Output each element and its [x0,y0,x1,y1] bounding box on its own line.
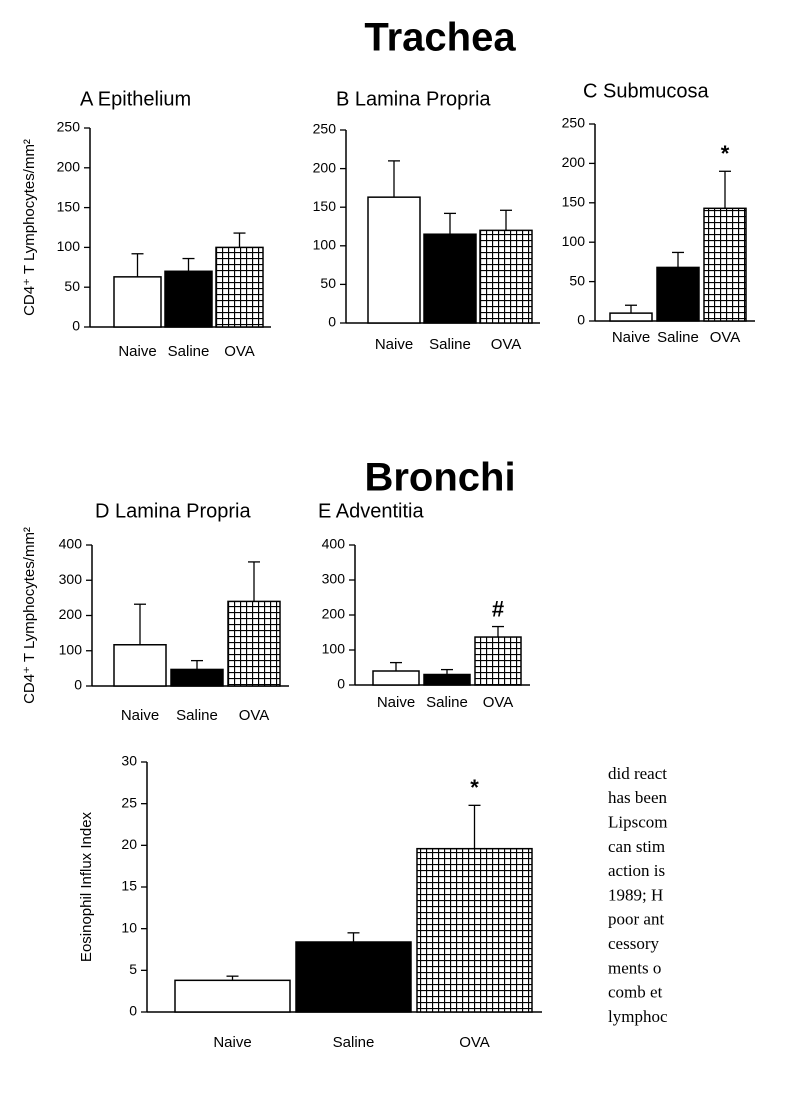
y-tick-label: 200 [59,606,83,622]
bar [423,673,471,686]
panel-title: E Adventitia [318,500,425,522]
y-tick-label: 250 [57,119,81,135]
y-tick-label: 20 [121,836,137,852]
y-tick-label: 100 [313,237,337,253]
y-axis-label: Eosinophil Influx Index [78,811,95,962]
section-heading: Trachea [364,16,516,60]
x-tick-label: Naive [612,329,650,346]
y-tick-label: 25 [121,794,137,810]
bar [174,979,291,1013]
significance-marker: # [492,596,504,621]
y-tick-label: 150 [562,194,586,210]
significance-marker: * [721,141,730,166]
y-tick-label: 400 [322,536,346,552]
bar [372,670,420,686]
y-tick-label: 400 [59,536,83,552]
y-tick-label: 150 [313,198,337,214]
x-tick-label: OVA [491,336,522,353]
significance-marker: * [470,775,479,800]
y-tick-label: 5 [129,961,137,977]
x-tick-label: Saline [168,343,210,360]
y-axis-label: CD4⁺ T Lymphocytes/mm² [21,139,38,316]
y-tick-label: 100 [322,641,346,657]
body-text-line: can stim [608,837,665,856]
y-tick-label: 300 [322,571,346,587]
bar [295,941,412,1013]
bar [170,668,224,687]
x-tick-label: Saline [657,329,699,346]
bar [416,847,533,1013]
body-text-line: 1989; H [608,885,663,904]
bar [474,636,522,686]
body-text-line: poor ant [608,910,664,929]
body-text-line: Lipscom [608,813,668,832]
body-text-line: did react [608,764,667,783]
y-tick-label: 200 [322,606,346,622]
y-tick-label: 0 [74,677,82,693]
bar [609,312,653,322]
y-tick-label: 15 [121,878,137,894]
body-text-line: ments o [608,958,661,977]
panel-title: B Lamina Propria [336,88,491,110]
y-tick-label: 250 [313,121,337,137]
y-tick-label: 0 [72,318,80,334]
x-tick-label: Naive [118,343,156,360]
x-tick-label: OVA [459,1034,490,1051]
y-tick-label: 50 [320,275,336,291]
y-tick-label: 200 [57,159,81,175]
y-tick-label: 50 [569,272,585,288]
y-tick-label: 100 [59,641,83,657]
x-tick-label: Naive [121,707,159,724]
x-tick-label: OVA [710,329,741,346]
y-tick-label: 100 [57,238,81,254]
y-tick-label: 200 [562,154,586,170]
y-tick-label: 150 [57,198,81,214]
x-tick-label: Saline [176,707,218,724]
bar [113,644,167,687]
y-tick-label: 0 [129,1003,137,1019]
body-text-line: cessory [608,934,659,953]
x-tick-label: OVA [483,694,514,711]
y-tick-label: 200 [313,159,337,175]
y-tick-label: 0 [577,312,585,328]
y-tick-label: 100 [562,233,586,249]
panel-title: C Submucosa [583,80,709,102]
bar [113,276,162,328]
bar [227,600,281,687]
x-tick-label: OVA [224,343,255,360]
x-tick-label: Naive [375,336,413,353]
body-text-line: lymphoc [608,1007,668,1026]
y-tick-label: 30 [121,753,137,769]
x-tick-label: Saline [426,694,468,711]
y-tick-label: 300 [59,571,83,587]
x-tick-label: Naive [377,694,415,711]
body-text-line: comb et [608,983,663,1002]
body-text-line: has been [608,788,668,807]
y-tick-label: 0 [328,314,336,330]
x-tick-label: OVA [239,707,270,724]
y-tick-label: 10 [121,919,137,935]
x-tick-label: Saline [429,336,471,353]
bar [703,207,747,322]
x-tick-label: Saline [333,1034,375,1051]
bar [656,266,700,322]
y-axis-label: CD4⁺ T Lymphocytes/mm² [21,527,38,704]
bar [423,233,477,324]
y-tick-label: 0 [337,676,345,692]
bar [479,229,533,324]
panel-title: D Lamina Propria [95,500,252,522]
panel-title: A Epithelium [80,88,191,110]
x-tick-label: Naive [213,1034,251,1051]
bar [164,270,213,328]
y-tick-label: 50 [64,278,80,294]
body-text-line: action is [608,861,665,880]
section-heading: Bronchi [364,456,515,500]
y-tick-label: 250 [562,115,586,131]
bar [215,246,264,328]
bar [367,196,421,324]
